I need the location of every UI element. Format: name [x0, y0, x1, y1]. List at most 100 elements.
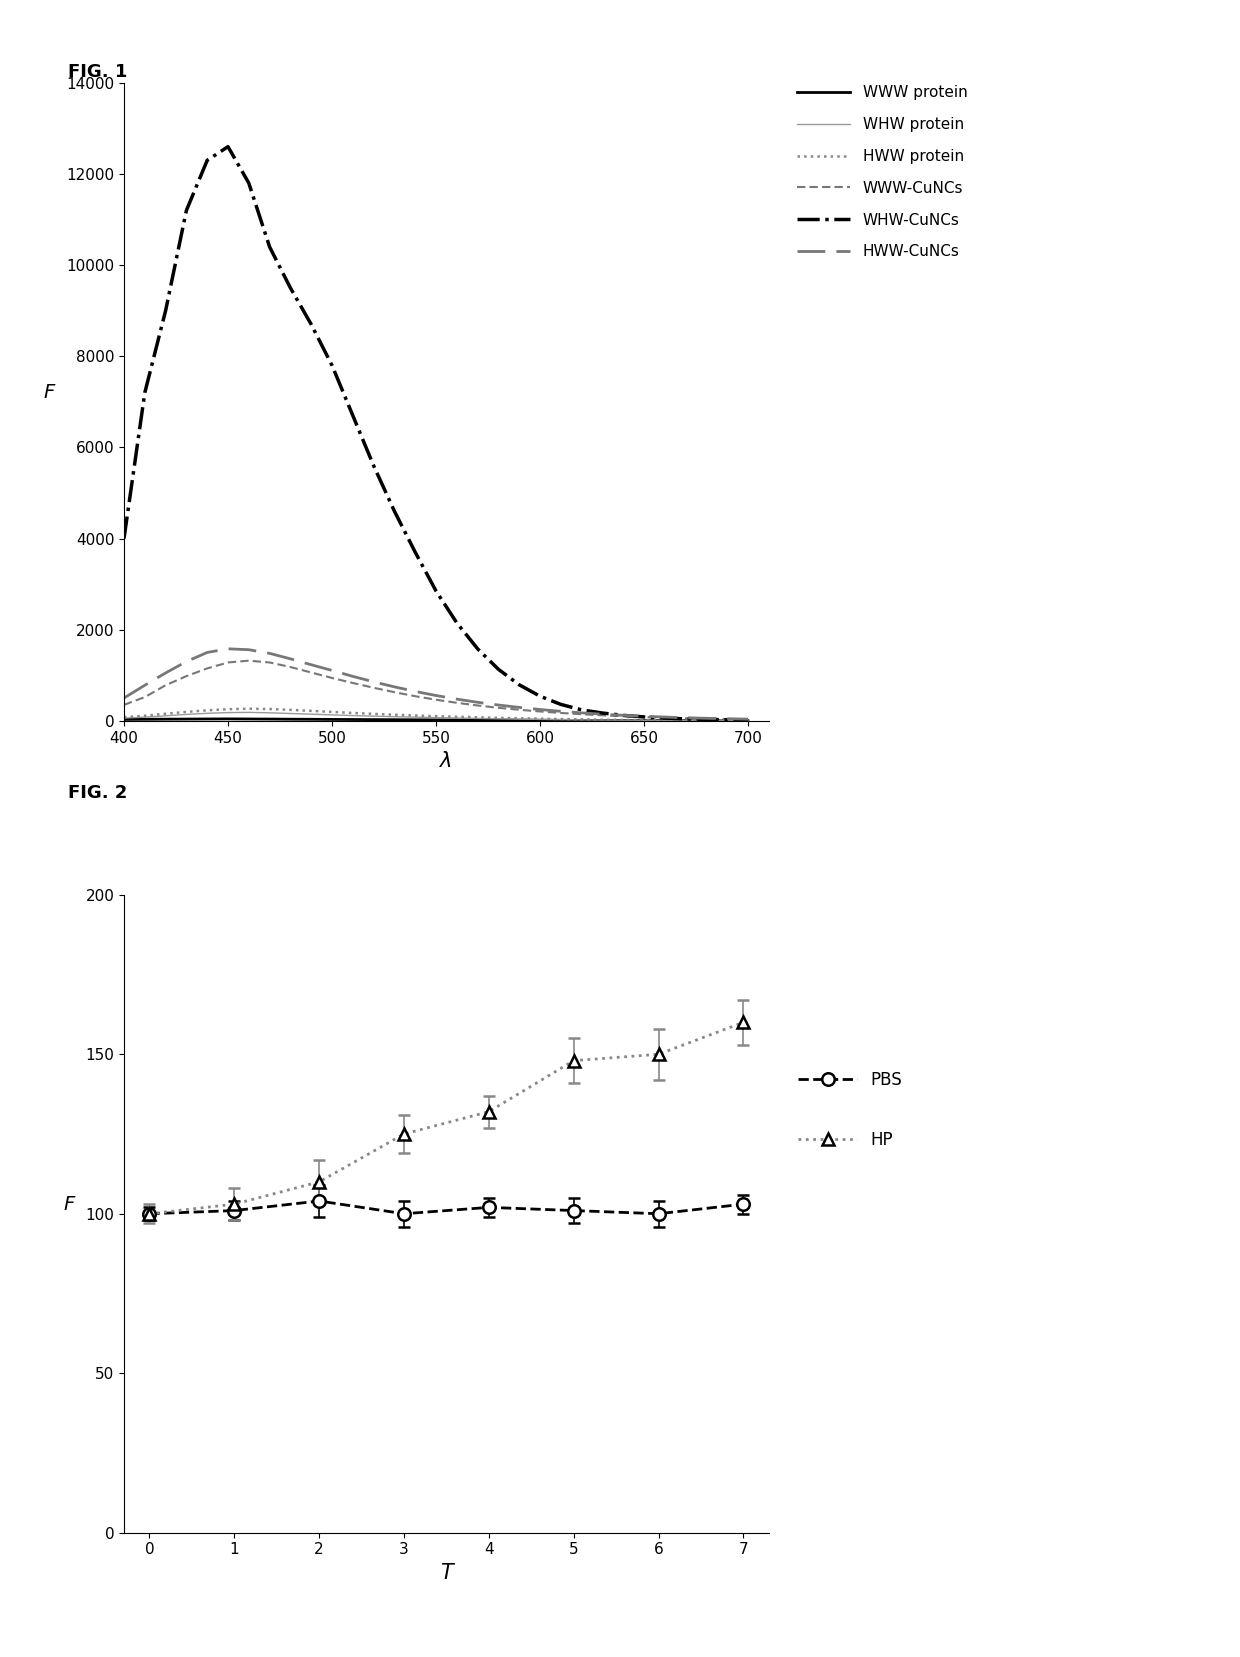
WWW-CuNCs: [200, 658, 215, 678]
WWW-CuNCs: [699, 709, 714, 729]
HWW-CuNCs: [429, 686, 444, 706]
WHW-CuNCs: [470, 640, 485, 659]
WHW protein: [574, 709, 589, 729]
WWW protein: [512, 711, 527, 731]
WWW protein: [242, 709, 257, 729]
WHW-CuNCs: [242, 174, 257, 194]
WWW protein: [616, 711, 631, 731]
WHW-CuNCs: [117, 529, 131, 548]
WWW protein: [366, 709, 381, 729]
Text: FIG. 2: FIG. 2: [68, 784, 128, 802]
HWW protein: [512, 708, 527, 727]
HWW-CuNCs: [304, 655, 319, 674]
WWW-CuNCs: [304, 663, 319, 683]
WWW protein: [200, 709, 215, 729]
HWW protein: [740, 711, 755, 731]
HWW protein: [429, 706, 444, 726]
WWW-CuNCs: [159, 676, 174, 696]
WHW protein: [532, 709, 547, 729]
WWW protein: [532, 711, 547, 731]
WWW protein: [179, 709, 193, 729]
WWW-CuNCs: [283, 658, 298, 678]
HWW protein: [636, 711, 651, 731]
WHW-CuNCs: [699, 709, 714, 729]
WHW-CuNCs: [366, 456, 381, 476]
HWW protein: [387, 704, 402, 724]
WHW protein: [346, 706, 361, 726]
WWW-CuNCs: [532, 701, 547, 721]
HWW protein: [657, 711, 672, 731]
HWW-CuNCs: [678, 708, 693, 727]
WWW-CuNCs: [138, 688, 153, 708]
WWW protein: [283, 709, 298, 729]
WHW-CuNCs: [138, 383, 153, 403]
WHW protein: [408, 708, 423, 727]
WHW protein: [221, 703, 236, 722]
WWW-CuNCs: [740, 709, 755, 729]
WWW-CuNCs: [512, 699, 527, 719]
HWW-CuNCs: [325, 661, 340, 681]
WWW-CuNCs: [491, 698, 506, 717]
WHW protein: [553, 709, 568, 729]
HWW protein: [574, 709, 589, 729]
WWW-CuNCs: [242, 651, 257, 671]
WWW protein: [387, 709, 402, 729]
WHW protein: [200, 703, 215, 722]
HWW protein: [283, 699, 298, 719]
WWW protein: [221, 709, 236, 729]
HWW-CuNCs: [699, 708, 714, 727]
WWW-CuNCs: [325, 668, 340, 688]
WHW protein: [387, 708, 402, 727]
HWW protein: [719, 711, 734, 731]
HWW-CuNCs: [179, 651, 193, 671]
HWW-CuNCs: [553, 701, 568, 721]
HWW protein: [138, 706, 153, 726]
HWW protein: [449, 708, 464, 727]
WHW protein: [616, 711, 631, 731]
Y-axis label: F: F: [63, 1195, 74, 1213]
HWW-CuNCs: [595, 704, 610, 724]
WWW-CuNCs: [117, 694, 131, 714]
HWW-CuNCs: [242, 640, 257, 659]
HWW-CuNCs: [262, 643, 277, 663]
WWW-CuNCs: [719, 709, 734, 729]
WHW-CuNCs: [262, 237, 277, 257]
WHW protein: [719, 711, 734, 731]
WWW-CuNCs: [408, 686, 423, 706]
WWW protein: [159, 709, 174, 729]
HWW protein: [699, 711, 714, 731]
WHW protein: [699, 711, 714, 731]
HWW-CuNCs: [138, 676, 153, 696]
WWW protein: [346, 709, 361, 729]
HWW protein: [616, 709, 631, 729]
WHW protein: [595, 711, 610, 731]
WWW protein: [657, 711, 672, 731]
HWW-CuNCs: [657, 708, 672, 727]
WWW-CuNCs: [387, 683, 402, 703]
WHW-CuNCs: [449, 613, 464, 633]
WHW-CuNCs: [636, 708, 651, 727]
WHW protein: [117, 708, 131, 727]
HWW-CuNCs: [200, 643, 215, 663]
WWW-CuNCs: [636, 708, 651, 727]
WWW protein: [449, 711, 464, 731]
Line: WWW protein: WWW protein: [124, 719, 748, 721]
WHW-CuNCs: [429, 582, 444, 601]
WWW protein: [699, 711, 714, 731]
WHW protein: [740, 711, 755, 731]
WHW-CuNCs: [491, 659, 506, 679]
HWW protein: [366, 704, 381, 724]
WWW-CuNCs: [449, 693, 464, 713]
HWW protein: [491, 708, 506, 727]
WWW protein: [325, 709, 340, 729]
X-axis label: T: T: [440, 1563, 453, 1582]
WHW protein: [138, 708, 153, 727]
HWW-CuNCs: [512, 698, 527, 717]
WHW protein: [657, 711, 672, 731]
Text: FIG. 1: FIG. 1: [68, 63, 128, 81]
WHW protein: [325, 704, 340, 724]
WWW-CuNCs: [616, 706, 631, 726]
HWW protein: [325, 703, 340, 722]
HWW protein: [470, 708, 485, 727]
Line: HWW-CuNCs: HWW-CuNCs: [124, 650, 748, 719]
